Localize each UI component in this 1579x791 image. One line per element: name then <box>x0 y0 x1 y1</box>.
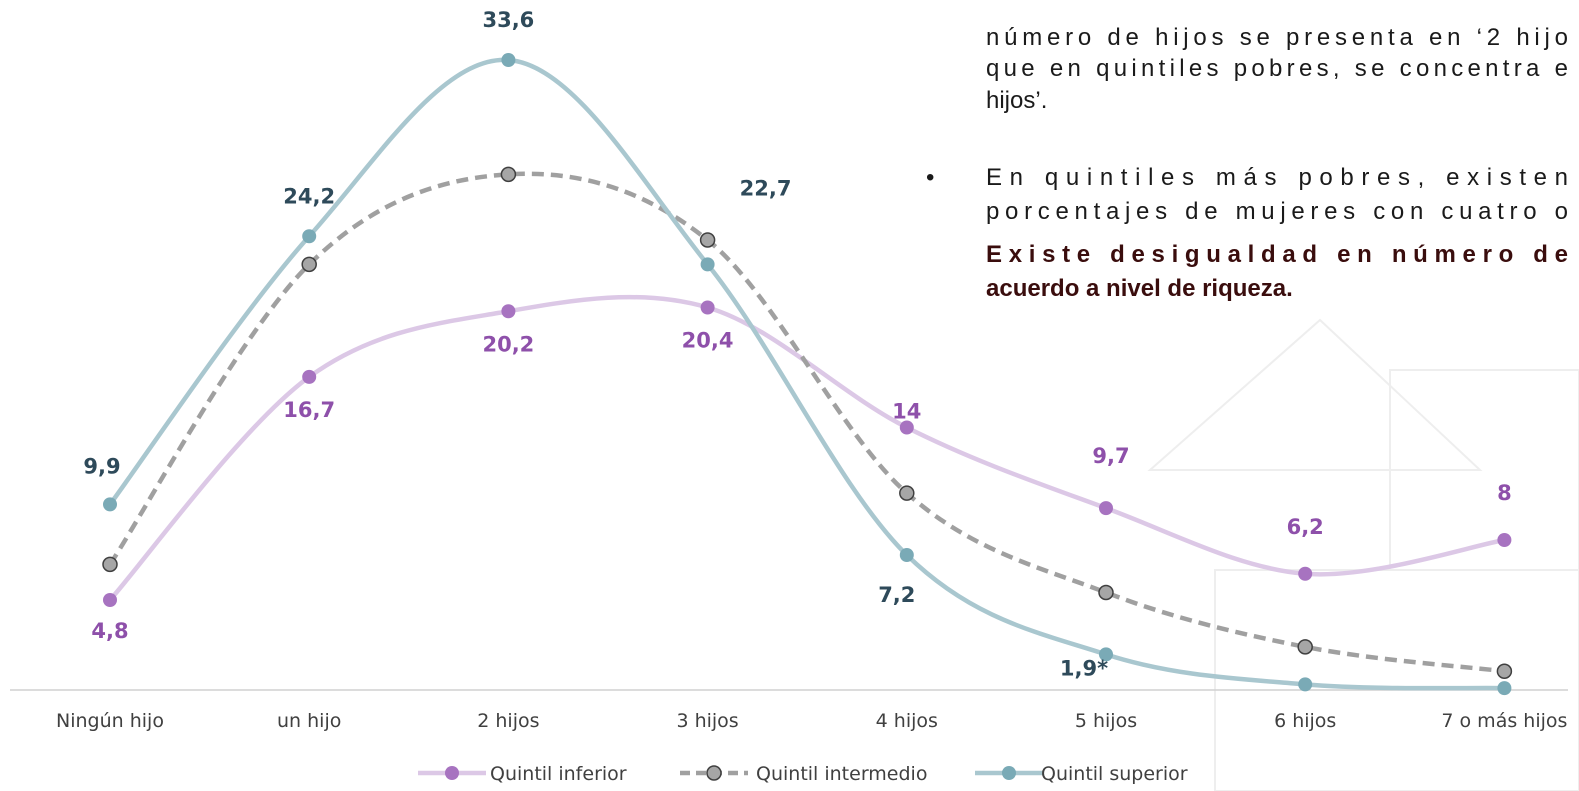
text-line: que en quintiles pobres, se concentra e <box>986 55 1568 82</box>
x-tick-label: 3 hijos <box>676 710 738 732</box>
value-label: 14 <box>892 400 921 424</box>
text-line: Existe desigualdad en número de <box>986 241 1568 268</box>
point <box>1297 639 1313 655</box>
point <box>301 256 317 273</box>
value-label: 4,8 <box>91 619 128 643</box>
value-label: 1,9* <box>1060 656 1108 680</box>
point <box>1496 663 1513 679</box>
point <box>102 556 118 573</box>
point <box>1298 566 1313 581</box>
x-tick-label: 5 hijos <box>1075 710 1137 732</box>
value-label: 16,7 <box>283 398 335 422</box>
text-line: acuerdo a nivel de riqueza. <box>986 275 1293 302</box>
legend-marker <box>445 766 459 780</box>
x-tick-label: 4 hijos <box>876 710 938 732</box>
text-line: porcentajes de mujeres con cuatro o <box>986 198 1568 225</box>
bullet: • <box>926 164 934 191</box>
point <box>1298 677 1313 692</box>
point <box>1099 647 1113 662</box>
legend-label: Quintil intermedio <box>756 763 927 785</box>
point <box>899 485 915 501</box>
legend-marker <box>1002 766 1016 780</box>
point <box>302 369 317 384</box>
value-label: 20,4 <box>682 329 734 353</box>
legend-label: Quintil inferior <box>490 763 627 785</box>
point <box>1497 681 1512 696</box>
legend-label: Quintil superior <box>1041 763 1188 785</box>
x-tick-label: 2 hijos <box>477 710 539 732</box>
point <box>500 166 517 183</box>
value-label: 8 <box>1497 481 1512 505</box>
point <box>501 304 516 319</box>
x-tick-label: un hijo <box>277 710 341 732</box>
point <box>1098 584 1114 601</box>
point <box>501 53 516 67</box>
point <box>103 593 117 607</box>
series-line <box>108 171 1505 674</box>
x-tick-label: Ningún hijo <box>56 710 164 732</box>
value-label: 24,2 <box>283 184 335 208</box>
text-line: número de hijos se presenta en ‘2 hijo <box>986 24 1568 51</box>
point <box>302 229 317 244</box>
point <box>699 232 716 248</box>
point <box>1497 533 1512 547</box>
text-line: hijos’. <box>986 87 1047 114</box>
point <box>1099 501 1113 516</box>
point <box>103 497 117 512</box>
value-label: 9,7 <box>1092 444 1129 468</box>
deco <box>1147 318 1579 791</box>
value-label: 7,2 <box>878 583 915 607</box>
x-tick-label: 6 hijos <box>1274 710 1336 732</box>
value-label: 22,7 <box>740 176 792 200</box>
point <box>899 548 914 562</box>
value-label: 20,2 <box>482 332 534 356</box>
text-line: En quintiles más pobres, existen <box>986 164 1568 191</box>
point <box>700 257 715 272</box>
point <box>700 300 715 315</box>
value-label: 9,9 <box>83 454 120 478</box>
point <box>899 420 914 435</box>
x-tick-label: 7 o más hijos <box>1441 710 1567 732</box>
value-label: 33,6 <box>482 8 534 32</box>
legend-marker <box>706 765 722 781</box>
value-label: 6,2 <box>1287 515 1324 539</box>
series-line <box>108 57 1505 691</box>
